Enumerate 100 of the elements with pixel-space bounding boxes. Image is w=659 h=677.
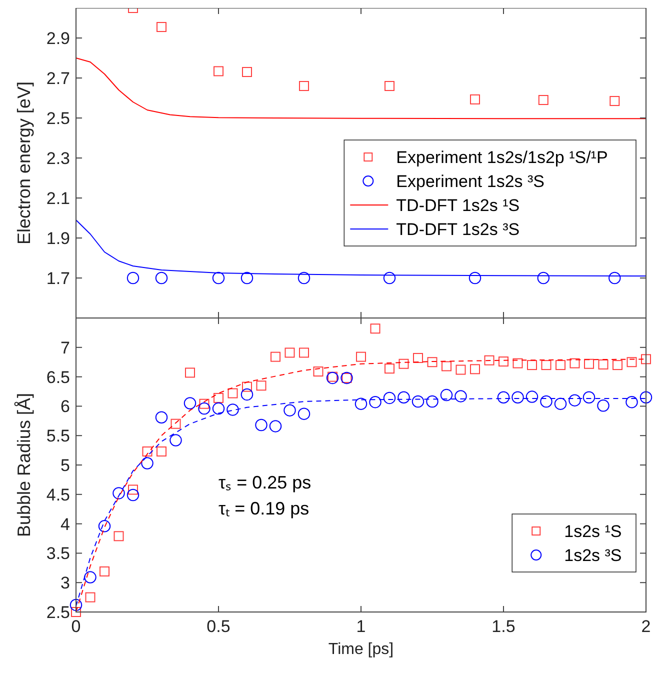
point (598, 359, 608, 370)
x-tick-label: 1 (356, 617, 366, 636)
x-tick-label: 0.5 (206, 617, 230, 636)
point (84, 571, 96, 584)
point (212, 272, 225, 284)
point (398, 358, 409, 369)
x-tick-label: 1.5 (492, 617, 516, 636)
y-tick-label: 2.9 (46, 28, 70, 48)
y-tick-label: 3 (60, 574, 70, 593)
point (270, 352, 280, 362)
point (641, 354, 651, 364)
line-series (76, 58, 646, 120)
point (156, 446, 166, 456)
point (538, 95, 548, 105)
point (582, 391, 596, 404)
point (384, 364, 394, 374)
y-tick-label: 2.5 (46, 108, 70, 128)
point (370, 324, 380, 334)
point (299, 348, 309, 358)
point (556, 360, 566, 370)
point (126, 488, 140, 502)
point (228, 388, 238, 398)
y-tick-label: 1.7 (46, 268, 70, 288)
point (242, 67, 252, 77)
x-tick-label: 2 (641, 617, 651, 636)
point (456, 364, 466, 375)
point (470, 94, 480, 104)
point (184, 397, 196, 410)
point (85, 592, 96, 602)
point (226, 404, 239, 416)
point (527, 360, 537, 370)
point (526, 390, 538, 403)
x-axis-title: Time [ps] (328, 641, 394, 658)
x-tick-label: 0 (71, 617, 81, 636)
point (570, 358, 580, 368)
y-tick-label: 5.5 (46, 426, 70, 446)
point (512, 391, 524, 404)
y-tick-label: 6 (60, 397, 70, 416)
point (185, 368, 195, 378)
point (512, 358, 523, 368)
point (468, 272, 482, 284)
point (269, 420, 282, 432)
y-tick-label: 6.5 (46, 368, 70, 387)
point (356, 352, 366, 362)
annotation: τₛ = 0.25 ps (218, 472, 312, 493)
point (98, 520, 111, 532)
point (484, 355, 494, 366)
y-tick-label: 5 (60, 456, 70, 475)
point (597, 399, 610, 412)
point (413, 352, 423, 363)
point (128, 484, 138, 495)
point (298, 272, 310, 284)
point (640, 391, 652, 404)
legend-label: Experiment 1s2s ³S (396, 172, 545, 191)
point (142, 446, 152, 456)
point (198, 402, 210, 415)
point (626, 396, 638, 408)
point (540, 395, 552, 408)
point (242, 382, 252, 392)
y-tick-label: 2.7 (46, 68, 70, 88)
point (454, 390, 467, 402)
point (427, 357, 438, 368)
point (554, 398, 567, 410)
y-tick-label: 2.1 (46, 188, 70, 208)
point (214, 392, 224, 403)
point (298, 408, 310, 420)
point (354, 398, 368, 410)
point (537, 272, 550, 284)
point (299, 81, 309, 91)
point (412, 395, 424, 408)
legend-label: 1s2s ¹S (564, 522, 622, 541)
legend-label: TD-DFT 1s2s ¹S (396, 196, 520, 215)
point (240, 388, 254, 401)
y-tick-label: 3.5 (46, 544, 70, 564)
point (313, 366, 324, 377)
point (170, 434, 182, 446)
y-tick-label: 2.5 (46, 602, 70, 622)
point (398, 391, 410, 404)
y-tick-label: 2.3 (46, 148, 70, 168)
point (141, 457, 154, 470)
point (497, 391, 510, 404)
point (328, 372, 338, 382)
point (498, 356, 508, 367)
point (610, 96, 620, 106)
point (384, 81, 394, 91)
point (100, 566, 110, 576)
point (156, 22, 166, 32)
point (126, 272, 140, 284)
point (70, 598, 82, 612)
point (114, 531, 124, 542)
point (284, 404, 296, 416)
point (608, 272, 621, 284)
point (199, 398, 210, 409)
y-tick-label: 4.5 (46, 485, 70, 504)
point (383, 392, 396, 404)
point (383, 272, 396, 284)
point (584, 358, 594, 369)
y-tick-label: 7 (60, 338, 70, 358)
point (256, 380, 266, 391)
point (470, 364, 480, 374)
